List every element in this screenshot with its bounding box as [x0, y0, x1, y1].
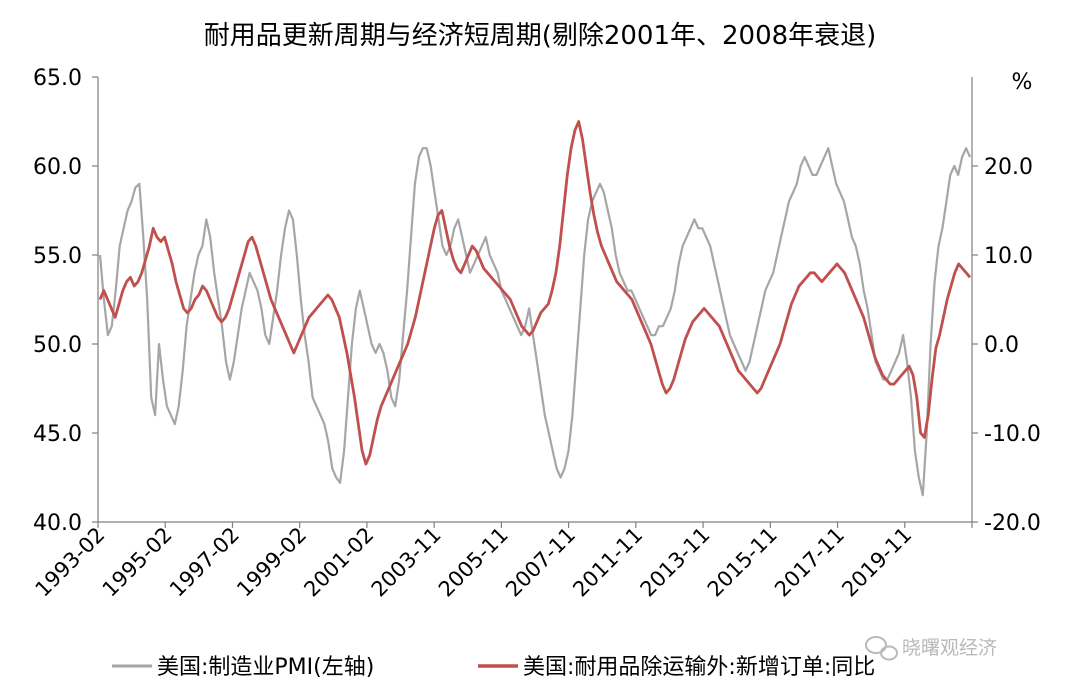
x-tick-label: 2001-02 [299, 523, 378, 602]
legend: 美国:制造业PMI(左轴) 美国:耐用品除运输外:新增订单:同比 [112, 655, 875, 680]
right-tick-label: -20.0 [984, 511, 1041, 536]
axes: 40.0 45.0 50.0 55.0 60.0 65.0 -20.0 -10.0 0.0 10.… [31, 66, 1041, 602]
x-tick-label: 2011-11 [568, 523, 647, 602]
x-tick-label: 2005-11 [434, 523, 513, 602]
x-tick-label: 1995-02 [98, 523, 177, 602]
watermark: 晓曙观经济 [865, 636, 997, 661]
left-tick-label: 60.0 [33, 155, 82, 180]
legend-label-2: 美国:耐用品除运输外:新增订单:同比 [523, 655, 875, 680]
series-line-2 [98, 120, 972, 466]
right-tick-label: 0.0 [984, 333, 1019, 358]
watermark-text: 晓曙观经济 [902, 637, 997, 659]
series-lines [98, 120, 972, 497]
wechat-icon [865, 636, 898, 661]
left-tick-label: 40.0 [33, 511, 82, 536]
left-tick-label: 50.0 [33, 333, 82, 358]
x-tick-label: 2007-11 [501, 523, 580, 602]
legend-label-1: 美国:制造业PMI(左轴) [157, 655, 374, 680]
x-tick-label: 2015-11 [703, 523, 782, 602]
left-tick-label: 65.0 [33, 66, 82, 91]
right-tick-label: 20.0 [984, 155, 1033, 180]
right-axis-unit: % [1012, 70, 1033, 95]
x-tick-label: 2013-11 [636, 523, 715, 602]
series-line-1 [98, 147, 972, 497]
right-tick-label: -10.0 [984, 422, 1041, 447]
x-tick-label: 2017-11 [770, 523, 849, 602]
x-tick-label: 2003-11 [367, 523, 446, 602]
chart-title: 耐用品更新周期与经济短周期(剔除2001年、2008年衰退) [204, 21, 877, 51]
x-tick-label: 1997-02 [165, 523, 244, 602]
left-tick-label: 55.0 [33, 244, 82, 269]
x-tick-label: 2019-11 [837, 523, 916, 602]
x-tick-label: 1999-02 [232, 523, 311, 602]
right-tick-label: 10.0 [984, 244, 1033, 269]
left-tick-label: 45.0 [33, 422, 82, 447]
